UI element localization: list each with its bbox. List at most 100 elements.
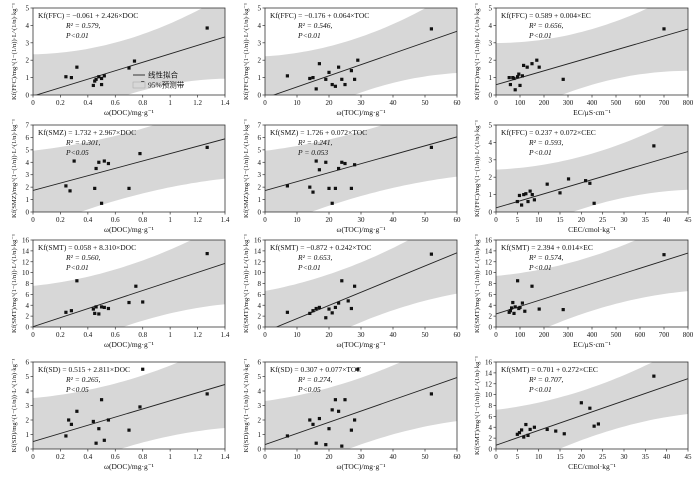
data-point bbox=[349, 428, 353, 432]
x-axis-label: ω(TOC)/mg·g⁻¹ bbox=[337, 108, 386, 117]
x-tick-label: 1 bbox=[168, 99, 172, 107]
y-tick-label: 5 bbox=[258, 373, 262, 381]
prediction-band-95 bbox=[33, 8, 225, 95]
x-axis-label: ω(DOC)/mg·g⁻¹ bbox=[104, 108, 154, 117]
data-point bbox=[343, 398, 347, 402]
x-tick-label: 0.6 bbox=[111, 453, 120, 461]
x-tick-label: 25 bbox=[599, 216, 607, 224]
y-axis-label: Kf(SD)/mg^(1−(1/n))·L^(1/n)·kg⁻¹ bbox=[11, 359, 18, 453]
y-tick-label: 0 bbox=[489, 446, 493, 454]
p-value: P<0.01 bbox=[65, 31, 89, 40]
data-point bbox=[333, 186, 337, 190]
data-point bbox=[97, 427, 101, 431]
x-axis-label: ω(TOC)/mg·g⁻¹ bbox=[337, 225, 386, 234]
data-point bbox=[512, 311, 516, 316]
data-point bbox=[64, 310, 68, 314]
data-point bbox=[311, 309, 315, 313]
data-point bbox=[545, 182, 549, 186]
y-tick-label: 3 bbox=[489, 156, 493, 164]
data-point bbox=[64, 75, 68, 79]
data-point bbox=[127, 428, 131, 432]
data-point bbox=[205, 145, 209, 149]
data-point bbox=[349, 186, 353, 190]
data-point bbox=[317, 305, 321, 310]
data-point bbox=[512, 76, 516, 81]
data-point bbox=[554, 429, 558, 433]
x-tick-label: 15 bbox=[557, 216, 565, 224]
data-point bbox=[518, 83, 522, 88]
data-point bbox=[317, 62, 321, 66]
panel-p8: 0 10 20 30 40 50 60 0 2 4 6 8 10 12 14 16 ω(TOC)/mg·g⁻¹ K… bbox=[243, 234, 462, 349]
data-point bbox=[537, 307, 541, 311]
y-tick-label: 14 bbox=[485, 369, 493, 377]
data-point bbox=[333, 305, 337, 310]
data-point bbox=[520, 301, 524, 305]
data-point bbox=[579, 401, 583, 405]
data-point bbox=[523, 309, 527, 313]
y-tick-label: 6 bbox=[489, 291, 493, 299]
x-tick-label: 1.2 bbox=[193, 453, 202, 461]
y-axis-label: Kf(SD)/mg^(1−(1/n))·L^(1/n)·kg⁻¹ bbox=[243, 359, 250, 453]
x-tick-label: 0 bbox=[263, 99, 267, 107]
x-tick-label: 0 bbox=[31, 99, 35, 107]
data-point bbox=[353, 284, 357, 288]
panel-p4: 0 0.2 0.4 0.6 0.8 1 1.2 1.4 0 1 2 3 4 5 6 7 ω(DOC)/mg·g⁻… bbox=[11, 119, 230, 234]
y-tick-label: 10 bbox=[22, 269, 30, 277]
y-tick-label: 0 bbox=[258, 92, 262, 100]
y-tick-label: 6 bbox=[26, 291, 30, 299]
prediction-band-95 bbox=[496, 8, 688, 95]
legend-band-swatch bbox=[132, 81, 146, 89]
y-axis-label: Kf(SMT)/mg^(1−(1/n))·L^(1/n)·kg⁻¹ bbox=[474, 356, 481, 455]
data-point bbox=[97, 75, 101, 79]
data-point bbox=[324, 443, 328, 447]
data-point bbox=[508, 82, 512, 87]
y-tick-label: 3 bbox=[258, 39, 262, 47]
data-point bbox=[353, 163, 357, 167]
x-tick-label: 60 bbox=[454, 331, 462, 339]
r-squared: R² = 0.653, bbox=[297, 253, 333, 262]
x-axis-label: ω(DOC)/mg·g⁻¹ bbox=[104, 462, 154, 471]
data-point bbox=[91, 83, 95, 88]
y-tick-label: 12 bbox=[22, 258, 30, 266]
data-point bbox=[97, 312, 101, 316]
x-tick-label: 0.2 bbox=[56, 331, 65, 339]
y-tick-label: 5 bbox=[258, 5, 262, 13]
y-tick-label: 0 bbox=[258, 209, 262, 217]
regression-equation: Kf(FFC) = −0.176 + 0.064×TOC bbox=[270, 11, 369, 20]
data-point bbox=[535, 58, 539, 62]
data-point bbox=[317, 416, 321, 421]
data-point bbox=[285, 434, 289, 438]
x-axis-label: EC/μS·cm⁻¹ bbox=[573, 108, 611, 117]
x-tick-label: 1 bbox=[168, 216, 172, 224]
data-point bbox=[106, 306, 111, 311]
y-tick-label: 5 bbox=[489, 5, 493, 13]
x-tick-label: 0.6 bbox=[111, 331, 120, 339]
y-tick-label: 4 bbox=[26, 22, 30, 30]
y-tick-label: 8 bbox=[258, 280, 262, 288]
data-point bbox=[520, 428, 524, 432]
plot-frame bbox=[32, 124, 226, 213]
x-tick-label: 0 bbox=[494, 99, 498, 107]
y-tick-label: 4 bbox=[489, 302, 493, 310]
data-point bbox=[205, 392, 209, 396]
r-squared: R² = 0.579, bbox=[65, 21, 101, 30]
data-point bbox=[592, 201, 596, 205]
data-point bbox=[314, 306, 318, 311]
prediction-band-95 bbox=[33, 240, 225, 327]
y-tick-label: 3 bbox=[26, 402, 30, 410]
x-tick-label: 0 bbox=[31, 331, 35, 339]
data-point bbox=[285, 184, 289, 188]
y-tick-label: 16 bbox=[22, 237, 30, 245]
data-point bbox=[507, 310, 511, 314]
data-point bbox=[537, 65, 541, 69]
panel-p11: 0 10 20 30 40 50 60 0 1 2 3 4 5 6 ω(TOC)/mg·g⁻¹ Kf(SD)/… bbox=[243, 359, 461, 472]
data-point bbox=[102, 305, 106, 310]
x-tick-label: 600 bbox=[635, 99, 646, 107]
y-tick-label: 0 bbox=[26, 324, 30, 332]
panel-p9: 0 100 200 300 400 500 600 700 800 0 2 4 6 8 10 12 14 16 EC… bbox=[474, 234, 694, 349]
x-axis-label: ω(TOC)/mg·g⁻¹ bbox=[337, 462, 386, 471]
p-value: P<0.01 bbox=[528, 148, 552, 157]
data-point bbox=[308, 76, 312, 81]
data-point bbox=[588, 181, 592, 185]
x-tick-label: 400 bbox=[587, 331, 598, 339]
